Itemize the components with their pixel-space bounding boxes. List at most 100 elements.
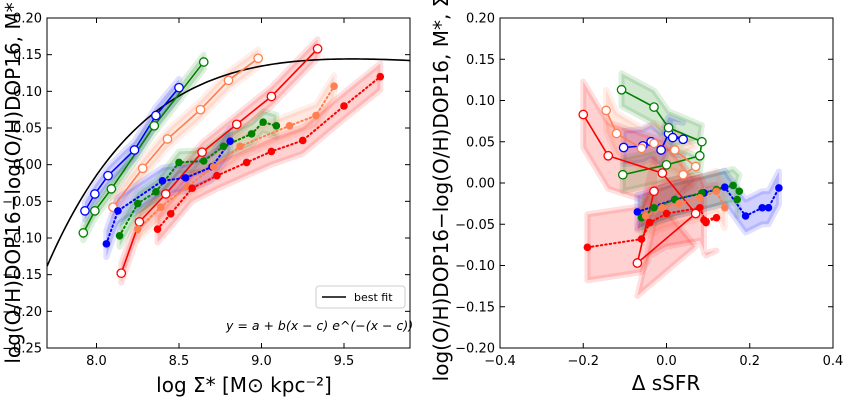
right-point-red-filled-3 xyxy=(662,209,671,218)
left-y-tick-label-9: 0.20 xyxy=(13,12,42,27)
left-point-green-open-4 xyxy=(198,57,209,67)
right-y-axis-label: log(O/H)DOP16−log(O/H)DOP16, M*, Σ* xyxy=(429,0,453,381)
right-point-coral-filled-3 xyxy=(696,194,704,202)
left-point-green-filled-5 xyxy=(219,142,228,151)
left-point-coral-filled-3 xyxy=(209,163,218,171)
right-point-green-open-4 xyxy=(694,150,705,161)
right-point-green-filled-1 xyxy=(650,203,658,212)
left-y-axis-label: log(O/H)DOP16−log(O/H)DOP16, M* xyxy=(1,2,25,363)
left-point-green-filled-4 xyxy=(199,157,208,165)
left-point-blue-filled-5 xyxy=(226,137,234,145)
right-point-coral-filled-4 xyxy=(712,187,721,196)
right-point-green-open-1 xyxy=(649,102,659,112)
right-point-red-filled-1 xyxy=(637,235,646,243)
left-point-coral-open-4 xyxy=(223,75,234,86)
left-x-tick-label-1: 8.5 xyxy=(169,354,190,369)
right-x-tick-label-0: −0.4 xyxy=(484,354,516,369)
left-point-green-filled-2 xyxy=(152,188,160,196)
left-point-blue-open-3 xyxy=(129,145,140,155)
fit-formula-annotation: y = a + b(x − c) e^(−(x − c)) xyxy=(225,318,413,333)
left-point-red-open-3 xyxy=(197,147,207,158)
left-point-green-filled-7 xyxy=(259,118,267,126)
left-point-green-filled-8 xyxy=(272,122,281,130)
right-point-coral-open-1 xyxy=(611,128,622,139)
right-y-tick-label-5: 0.05 xyxy=(466,135,495,150)
left-plot-area xyxy=(47,36,410,286)
right-point-blue-open-3 xyxy=(656,145,666,155)
right-point-blue-filled-5 xyxy=(758,203,767,212)
right-point-red-filled-4 xyxy=(696,203,704,212)
right-point-blue-filled-7 xyxy=(775,184,783,192)
right-x-tick-label-2: 0.0 xyxy=(656,354,677,369)
left-y-tick-label-4: −0.05 xyxy=(2,195,42,210)
left-y-tick-label-0: −0.25 xyxy=(2,342,42,357)
legend-box xyxy=(315,285,406,309)
right-point-blue-filled-3 xyxy=(720,183,729,191)
right-band-green-open xyxy=(618,70,705,195)
left-point-blue-open-4 xyxy=(151,110,161,121)
left-point-blue-filled-1 xyxy=(114,207,122,215)
right-point-blue-open-0 xyxy=(618,142,629,153)
right-x-tick-label-4: 0.4 xyxy=(823,354,844,369)
right-point-red-open-0 xyxy=(578,109,589,120)
left-point-blue-open-5 xyxy=(174,82,184,93)
left-point-red-filled-8 xyxy=(376,72,385,81)
right-ticks: −0.4 −0.2 0.0 0.2 0.4 −0.20 −0.15 −0.10 −0.05 0.0… xyxy=(455,12,843,370)
left-point-red-filled-7 xyxy=(340,102,348,110)
right-point-blue-filled-4 xyxy=(741,212,750,220)
left-y-tick-label-1: −0.20 xyxy=(2,305,42,320)
right-point-coral-open-2 xyxy=(636,143,647,154)
right-y-tick-label-7: 0.15 xyxy=(466,53,495,68)
left-point-red-open-0 xyxy=(116,268,127,279)
left-point-coral-filled-5 xyxy=(285,122,294,130)
left-point-red-filled-4 xyxy=(242,158,251,167)
left-ticks: 8.0 8.5 9.0 9.5 −0.25 −0.20 −0.15 −0.10 −0.05 0.0… xyxy=(2,12,410,369)
right-point-green-open-2 xyxy=(663,122,674,133)
right-band-coral-filled xyxy=(642,167,728,240)
left-point-red-open-2 xyxy=(160,189,171,199)
left-y-tick-label-5: 0.00 xyxy=(13,158,42,173)
right-point-blue-open-5 xyxy=(678,134,689,145)
right-point-coral-filled-5 xyxy=(720,203,729,212)
right-point-coral-filled-1 xyxy=(658,203,667,212)
left-point-coral-open-2 xyxy=(162,134,173,144)
right-point-red-open-5 xyxy=(649,186,659,197)
left-point-blue-filled-0 xyxy=(102,240,111,248)
right-y-tick-label-6: 0.10 xyxy=(466,94,495,109)
right-point-coral-filled-0 xyxy=(641,212,650,220)
left-point-green-filled-1 xyxy=(133,199,142,208)
left-x-tick-label-2: 9.0 xyxy=(251,354,272,369)
legend-label-best-fit: best fit xyxy=(354,291,393,304)
right-point-green-filled-7 xyxy=(733,195,742,204)
left-point-red-open-1 xyxy=(134,217,145,227)
right-y-tick-label-2: −0.10 xyxy=(455,259,495,274)
left-axes-frame xyxy=(46,17,411,349)
left-point-coral-filled-0 xyxy=(133,225,142,233)
best-fit-curve xyxy=(47,58,410,267)
right-point-coral-open-6 xyxy=(678,169,689,180)
left-point-coral-filled-4 xyxy=(236,142,244,151)
right-point-coral-filled-2 xyxy=(675,199,683,208)
right-band-red-open xyxy=(580,78,699,300)
left-point-coral-filled-1 xyxy=(157,203,165,211)
right-point-coral-open-0 xyxy=(601,105,611,116)
right-point-green-open-0 xyxy=(616,84,627,95)
left-point-green-filled-0 xyxy=(115,232,124,240)
left-series-line-coral-filled xyxy=(136,85,336,231)
right-point-green-filled-5 xyxy=(729,181,737,190)
left-series-line-coral-open xyxy=(112,57,259,208)
left-point-green-filled-6 xyxy=(247,130,256,138)
right-point-red-open-4 xyxy=(632,258,643,268)
left-x-tick-label-0: 8.0 xyxy=(86,354,107,369)
right-series-line-red-open xyxy=(582,114,697,264)
left-point-blue-open-1 xyxy=(90,189,100,199)
right-point-coral-open-5 xyxy=(690,161,701,172)
left-series-line-blue-filled xyxy=(105,140,232,245)
left-point-green-open-3 xyxy=(149,120,160,131)
left-y-tick-label-2: −0.15 xyxy=(2,268,42,283)
left-point-red-open-5 xyxy=(266,91,277,102)
right-point-green-open-5 xyxy=(661,160,672,170)
left-point-green-open-1 xyxy=(90,206,100,216)
right-point-red-filled-2 xyxy=(646,218,654,227)
